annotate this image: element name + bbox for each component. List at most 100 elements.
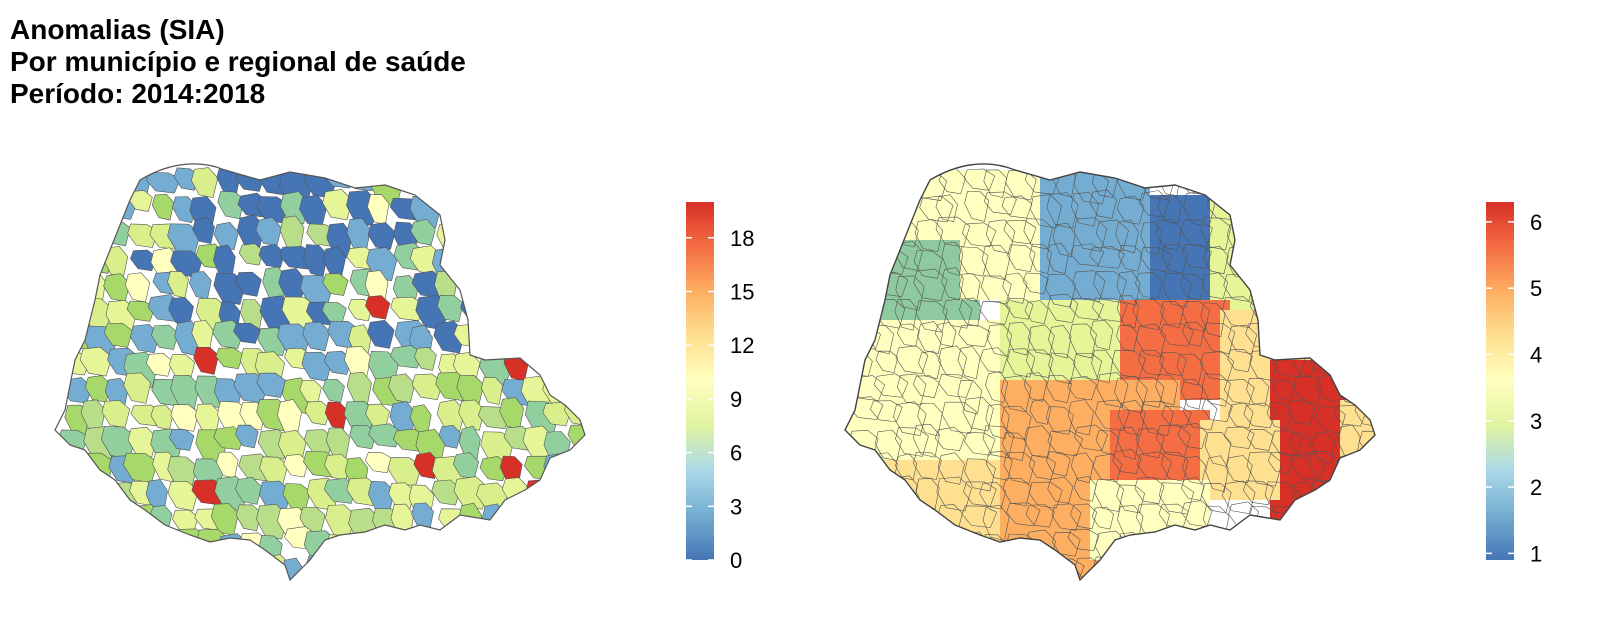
municipality-cell [547, 505, 572, 533]
municipality-boundary [894, 558, 921, 580]
municipality-cell [167, 481, 199, 511]
municipality-boundary [1073, 217, 1108, 252]
municipality-cell [322, 378, 345, 403]
municipality-cell [79, 346, 113, 377]
municipality-boundary [1338, 531, 1362, 561]
municipality-cell [520, 220, 545, 255]
municipality-boundary [1226, 559, 1255, 580]
municipality-boundary [850, 502, 878, 537]
municipality-boundary [874, 166, 900, 192]
municipality-cell [565, 480, 585, 507]
municipality-boundary [985, 219, 1016, 254]
municipality-cell [169, 428, 195, 451]
map-municipio [54, 163, 646, 581]
municipality-boundary [1160, 451, 1189, 482]
municipality-boundary [1067, 528, 1100, 552]
municipality-boundary [1161, 243, 1188, 274]
municipality-boundary [1359, 196, 1375, 221]
municipality-cell [235, 504, 262, 532]
legend-tick-label: 1 [1530, 541, 1542, 566]
municipality-boundary [1228, 324, 1258, 355]
municipality-boundary [1092, 297, 1128, 322]
municipality-cell [586, 325, 614, 356]
municipality-cell [58, 505, 86, 535]
municipality-boundary [1331, 295, 1355, 324]
municipality-cell [503, 320, 527, 351]
municipality-cell [83, 192, 108, 224]
municipality-boundary [847, 268, 883, 302]
municipality-boundary [1116, 271, 1141, 306]
municipality-boundary [1135, 428, 1165, 459]
municipality-boundary [852, 556, 878, 580]
municipality-boundary [1377, 555, 1402, 577]
municipality-boundary [1404, 451, 1429, 475]
municipality-boundary [961, 222, 997, 248]
municipality-boundary [1315, 293, 1347, 330]
municipality-cell [151, 193, 175, 221]
municipality-cell [565, 300, 585, 333]
municipality-boundary [1333, 168, 1357, 202]
municipality-boundary [1073, 352, 1103, 381]
municipality-boundary [1091, 349, 1113, 384]
municipality-boundary [1205, 455, 1229, 493]
municipality-boundary [854, 478, 879, 513]
municipality-boundary [985, 403, 1010, 440]
municipality-boundary [1335, 223, 1369, 251]
municipality-boundary [1244, 531, 1280, 564]
municipality-boundary [1382, 170, 1411, 201]
regional-area [1200, 420, 1280, 500]
municipality-boundary [1383, 217, 1411, 237]
municipality-cell [63, 479, 87, 503]
municipality-cell [127, 426, 158, 458]
municipality-cell [386, 530, 412, 562]
municipality-boundary [1047, 293, 1079, 324]
municipality-cell [303, 244, 328, 277]
municipality-boundary [1313, 509, 1347, 542]
municipality-boundary [1067, 376, 1097, 401]
municipality-cell [124, 272, 151, 303]
municipality-cell [431, 559, 466, 580]
municipality-boundary [1336, 195, 1371, 227]
municipality-boundary [846, 452, 881, 485]
municipality-boundary [1072, 270, 1106, 302]
municipality-boundary [1070, 503, 1098, 530]
municipality-boundary [1227, 349, 1253, 373]
municipality-cell [460, 529, 485, 563]
municipality-boundary [1069, 297, 1104, 321]
municipality-cell [567, 424, 585, 450]
municipality-boundary [1355, 504, 1375, 534]
municipality-boundary [942, 558, 974, 580]
municipality-boundary [917, 321, 944, 354]
municipality-cell [479, 557, 515, 580]
municipality-cell [481, 297, 516, 329]
municipality-cell [613, 534, 646, 568]
municipality-boundary [938, 373, 973, 398]
municipality-boundary [1359, 430, 1375, 458]
municipality-boundary [963, 168, 996, 191]
municipality-boundary [1007, 348, 1036, 378]
legend-tick-label: 4 [1530, 342, 1542, 367]
municipality-cell [548, 218, 572, 243]
municipality-cell [283, 453, 309, 478]
map-regional [844, 163, 1429, 581]
municipality-boundary [1201, 168, 1225, 190]
municipality-boundary [1047, 476, 1074, 504]
municipality-cell [367, 222, 396, 250]
municipality-boundary [1138, 349, 1165, 376]
municipality-cell [570, 503, 585, 532]
municipality-boundary [1089, 189, 1117, 219]
municipality-boundary [1228, 168, 1258, 202]
municipality-boundary [938, 345, 967, 379]
municipality-boundary [983, 191, 1017, 215]
municipality-cell [59, 532, 83, 560]
municipality-cell [126, 300, 156, 322]
municipality-boundary [1002, 478, 1032, 507]
municipality-boundary [1397, 224, 1424, 251]
municipality-boundary [1379, 459, 1405, 491]
municipality-cell [238, 553, 272, 580]
municipality-boundary [849, 214, 875, 240]
municipality-boundary [964, 191, 990, 222]
municipality-cell [196, 528, 231, 562]
municipality-cell [108, 165, 134, 189]
municipality-boundary [918, 350, 942, 380]
